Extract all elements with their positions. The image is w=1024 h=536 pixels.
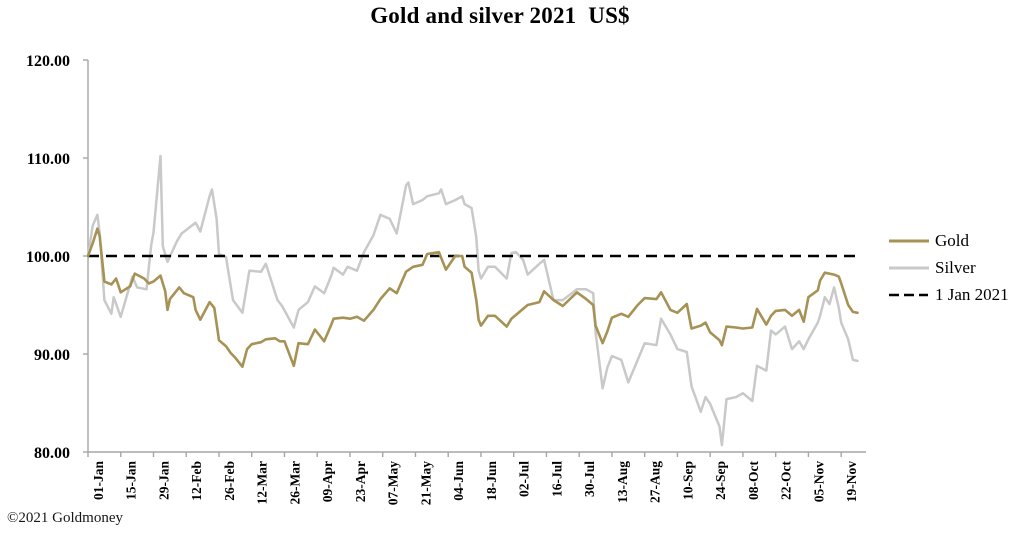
x-axis-tick-label: 09-Apr <box>320 461 335 502</box>
y-axis-tick-label: 80.00 <box>34 445 70 462</box>
x-axis-tick-label: 04-Jun <box>451 461 466 501</box>
x-axis-tick-label: 19-Nov <box>844 461 859 502</box>
x-axis-tick-label: 30-Jul <box>582 461 597 497</box>
x-axis-tick-label: 15-Jan <box>124 461 139 500</box>
x-axis-tick-label: 12-Mar <box>255 461 270 504</box>
x-axis-tick-label: 13-Aug <box>615 461 630 503</box>
copyright-text: ©2021 Goldmoney <box>7 510 123 526</box>
x-axis-tick-label: 08-Oct <box>746 460 761 499</box>
x-axis-tick-label: 22-Oct <box>779 460 794 499</box>
x-axis-tick-label: 27-Aug <box>648 461 663 503</box>
y-axis-tick-label: 90.00 <box>34 347 70 364</box>
x-axis-tick-label: 21-May <box>418 461 433 505</box>
silver-series-line <box>86 154 859 447</box>
x-axis-tick-label: 07-May <box>386 461 401 505</box>
x-axis-tick-label: 26-Mar <box>287 461 302 504</box>
legend-label-silver: Silver <box>935 258 976 277</box>
silver-line-swatch <box>889 266 929 270</box>
gold-line-swatch <box>889 239 929 243</box>
x-axis-tick-label: 01-Jan <box>91 461 106 500</box>
chart-title: Gold and silver 2021 US$ <box>370 3 630 28</box>
x-axis-tick-label: 18-Jun <box>484 461 499 501</box>
x-axis-tick-label: 24-Sep <box>713 461 728 500</box>
x-axis-tick-label: 05-Nov <box>811 461 826 502</box>
y-axis-tick-label: 120.00 <box>26 53 70 70</box>
reference-dash-swatch <box>889 293 928 297</box>
legend-label-gold: Gold <box>935 231 969 250</box>
x-axis-tick-label: 02-Jul <box>517 461 532 497</box>
x-axis-tick-label: 12-Feb <box>189 461 204 501</box>
x-axis-tick-label: 23-Apr <box>353 461 368 502</box>
legend-item-reference: 1 Jan 2021 <box>888 285 1009 305</box>
legend-item-silver: Silver <box>888 258 1009 278</box>
legend-label-reference: 1 Jan 2021 <box>935 285 1009 304</box>
x-axis-tick-label: 26-Feb <box>222 461 237 501</box>
x-axis-tick-label: 10-Sep <box>680 461 695 500</box>
x-axis-tick-label: 29-Jan <box>156 461 171 500</box>
x-axis-tick-label: 16-Jul <box>549 461 564 497</box>
y-axis-tick-label: 110.00 <box>27 151 70 168</box>
y-axis-tick-label: 100.00 <box>26 249 70 266</box>
legend-item-gold: Gold <box>888 231 1009 251</box>
gold-series-line <box>86 227 859 369</box>
chart-legend: Gold Silver 1 Jan 2021 <box>888 231 1009 305</box>
